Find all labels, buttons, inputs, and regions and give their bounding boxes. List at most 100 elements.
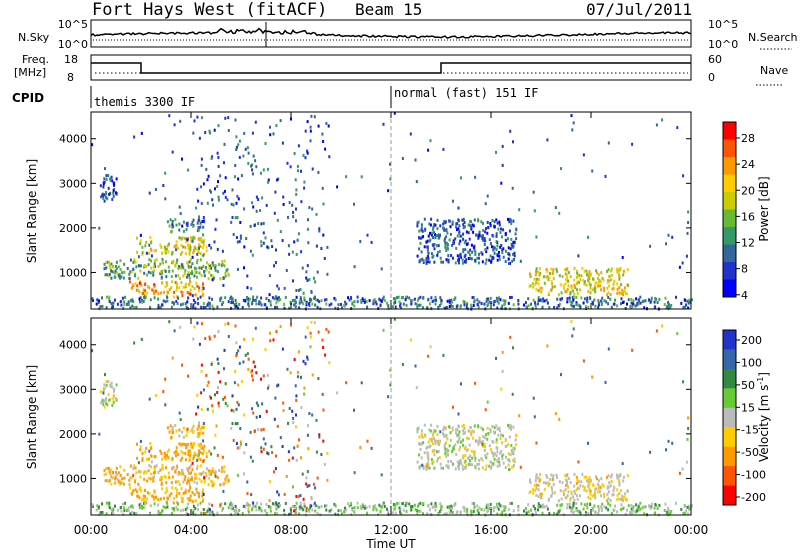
velocity-cell <box>209 337 211 341</box>
power-cell <box>460 255 463 259</box>
velocity-cell <box>222 507 225 511</box>
velocity-cell <box>504 444 507 448</box>
power-cell <box>180 237 183 241</box>
velocity-cell <box>313 321 316 325</box>
colorbar-swatch <box>723 122 736 140</box>
velocity-cell <box>148 397 151 401</box>
velocity-cell <box>495 440 498 444</box>
velocity-cell <box>501 457 504 461</box>
velocity-cell <box>577 480 580 484</box>
velocity-cell <box>583 486 586 490</box>
power-cell <box>178 286 181 289</box>
power-cell <box>295 219 297 223</box>
velocity-cell <box>420 456 423 460</box>
power-cell <box>561 297 563 301</box>
power-cell <box>115 177 118 181</box>
power-cell <box>605 300 608 304</box>
power-cell <box>414 302 417 306</box>
y-tick-label: 1000 <box>59 472 87 485</box>
power-cell <box>484 248 487 252</box>
velocity-cell <box>199 427 202 431</box>
power-cell <box>210 246 213 250</box>
power-cell <box>434 233 436 237</box>
power-cell <box>235 148 238 152</box>
power-cell <box>399 302 402 306</box>
power-cell <box>353 300 356 304</box>
power-cell <box>551 272 554 276</box>
velocity-cell <box>235 341 238 345</box>
velocity-cell <box>101 502 103 506</box>
power-cell <box>252 298 255 302</box>
velocity-cell <box>299 503 302 507</box>
power-cell <box>612 287 615 291</box>
power-cell <box>447 247 450 251</box>
velocity-cell <box>155 464 158 468</box>
velocity-cell <box>234 370 237 373</box>
velocity-cell <box>211 361 214 365</box>
power-cell <box>430 233 433 237</box>
power-cell <box>133 305 136 309</box>
velocity-cell <box>295 394 298 398</box>
power-cell <box>507 257 510 261</box>
power-cell <box>105 196 108 200</box>
velocity-cell <box>469 426 472 429</box>
power-cell <box>454 237 457 241</box>
power-cell <box>505 249 507 253</box>
power-cell <box>616 291 619 295</box>
power-cell <box>303 296 306 300</box>
velocity-cell <box>171 425 174 429</box>
power-cell <box>114 298 116 302</box>
power-cell <box>611 287 614 291</box>
velocity-cell <box>477 511 480 515</box>
velocity-cell <box>381 503 384 507</box>
power-cell <box>150 266 153 270</box>
velocity-cell <box>451 428 454 432</box>
velocity-cell <box>326 451 329 455</box>
power-cell <box>665 306 668 310</box>
velocity-cell <box>143 470 146 473</box>
power-cell <box>423 217 426 221</box>
power-cell <box>576 280 579 284</box>
velocity-cell <box>539 473 541 476</box>
power-cell <box>622 290 625 294</box>
power-cell <box>551 282 554 286</box>
velocity-cell <box>588 483 591 487</box>
velocity-cell <box>137 482 140 486</box>
power-cell <box>585 283 588 287</box>
power-cell <box>629 305 632 309</box>
velocity-cell <box>233 509 236 513</box>
velocity-cell <box>149 512 152 516</box>
velocity-cell <box>639 507 642 511</box>
power-cell <box>430 252 433 256</box>
power-cell <box>254 159 257 163</box>
power-cell <box>276 218 279 222</box>
beam-label: Beam 15 <box>355 0 422 19</box>
velocity-cell <box>111 476 114 480</box>
power-cell <box>539 267 541 270</box>
power-cell <box>460 176 462 180</box>
velocity-cell <box>102 402 105 406</box>
power-cell <box>221 249 224 253</box>
colorbar-swatch <box>723 368 736 389</box>
power-cell <box>263 303 266 307</box>
power-cell <box>456 222 459 226</box>
power-cell <box>607 296 610 299</box>
velocity-cell <box>479 440 482 444</box>
velocity-cell <box>174 424 177 427</box>
power-cell <box>101 192 104 196</box>
power-cell <box>557 304 560 307</box>
velocity-cell <box>550 494 552 498</box>
velocity-cell <box>322 439 325 443</box>
power-cell <box>182 236 185 240</box>
velocity-cell <box>152 471 155 475</box>
velocity-cell <box>289 371 292 375</box>
power-cell <box>461 261 464 265</box>
velocity-cell <box>568 505 571 509</box>
velocity-cell <box>436 459 439 463</box>
velocity-cell <box>157 471 160 475</box>
xaxis-label: Time UT <box>365 537 416 551</box>
velocity-cell <box>246 480 249 484</box>
power-cell <box>108 264 111 268</box>
velocity-cell <box>234 324 237 328</box>
power-cell <box>189 288 192 292</box>
